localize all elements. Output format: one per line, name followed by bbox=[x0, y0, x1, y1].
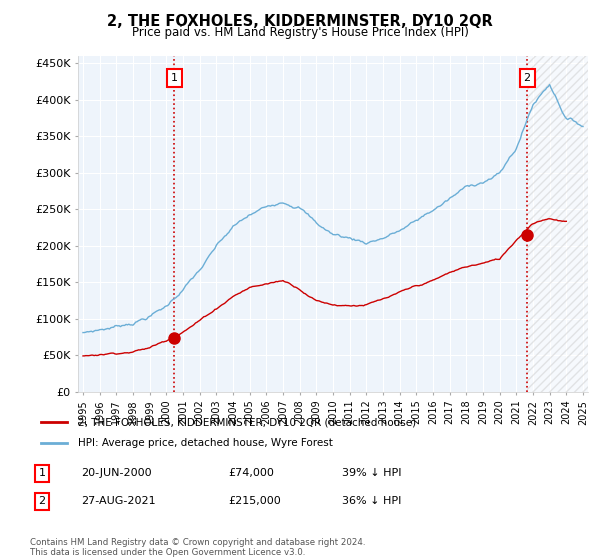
Text: 27-AUG-2021: 27-AUG-2021 bbox=[81, 496, 155, 506]
Text: 2: 2 bbox=[38, 496, 46, 506]
Bar bbox=[527, 56, 588, 392]
Text: Contains HM Land Registry data © Crown copyright and database right 2024.
This d: Contains HM Land Registry data © Crown c… bbox=[30, 538, 365, 557]
Text: 20-JUN-2000: 20-JUN-2000 bbox=[81, 468, 152, 478]
Text: 2: 2 bbox=[524, 73, 531, 83]
Text: HPI: Average price, detached house, Wyre Forest: HPI: Average price, detached house, Wyre… bbox=[77, 438, 332, 448]
Text: 36% ↓ HPI: 36% ↓ HPI bbox=[342, 496, 401, 506]
Text: 1: 1 bbox=[38, 468, 46, 478]
Text: 39% ↓ HPI: 39% ↓ HPI bbox=[342, 468, 401, 478]
Text: 2, THE FOXHOLES, KIDDERMINSTER, DY10 2QR: 2, THE FOXHOLES, KIDDERMINSTER, DY10 2QR bbox=[107, 14, 493, 29]
Text: 1: 1 bbox=[170, 73, 178, 83]
Text: £215,000: £215,000 bbox=[228, 496, 281, 506]
Text: £74,000: £74,000 bbox=[228, 468, 274, 478]
Text: Price paid vs. HM Land Registry's House Price Index (HPI): Price paid vs. HM Land Registry's House … bbox=[131, 26, 469, 39]
Text: 2, THE FOXHOLES, KIDDERMINSTER, DY10 2QR (detached house): 2, THE FOXHOLES, KIDDERMINSTER, DY10 2QR… bbox=[77, 417, 416, 427]
